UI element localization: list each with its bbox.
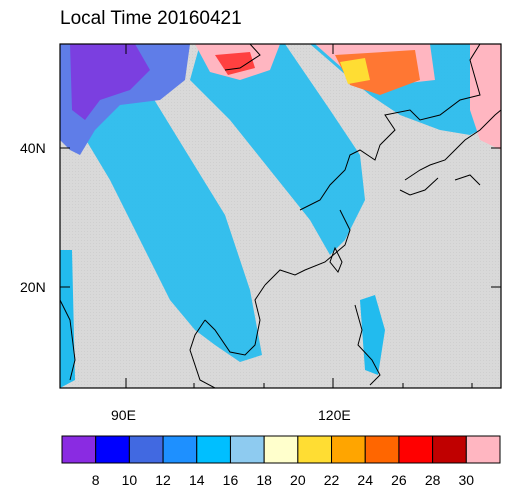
colorbar-swatch <box>331 435 366 464</box>
colorbar-swatch <box>229 435 265 464</box>
swath-5 <box>60 250 75 388</box>
colorbar <box>61 435 501 464</box>
map-frame <box>59 43 502 389</box>
tick-marks <box>59 44 501 388</box>
colorbar-swatch <box>297 435 333 464</box>
lon-label-90e: 90E <box>111 407 136 423</box>
colorbar-label: 22 <box>323 472 340 488</box>
purple-patch <box>70 44 150 120</box>
swath-2 <box>190 44 365 255</box>
colorbar-label: 28 <box>424 472 441 488</box>
swath-3-yellow <box>340 58 370 84</box>
swath-4 <box>360 295 385 375</box>
swath-2-hot <box>215 52 255 75</box>
colorbar-label: 12 <box>155 472 171 488</box>
lat-label-20n: 20N <box>20 279 46 295</box>
colorbar-swatch <box>95 435 130 464</box>
colorbar-label: 18 <box>256 472 272 488</box>
colorbar-swatch <box>465 435 501 464</box>
colorbar-label: 24 <box>357 472 373 488</box>
map-title: Local Time 20160421 <box>60 8 242 29</box>
colorbar-swatch <box>432 435 467 464</box>
colorbar-label: 26 <box>391 472 407 488</box>
colorbar-label: 30 <box>458 472 475 488</box>
swath-1 <box>60 44 262 362</box>
colorbar-swatch <box>263 435 299 464</box>
pink-east <box>470 44 501 150</box>
colorbar-swatch <box>128 435 164 464</box>
colorbar-swatch <box>398 435 434 464</box>
colorbar-label: 8 <box>91 472 100 488</box>
coastlines <box>60 44 501 388</box>
colorbar-label: 10 <box>121 472 138 488</box>
colorbar-swatch <box>61 435 97 464</box>
colorbar-swatch <box>364 435 400 464</box>
lon-label-120e: 120E <box>318 407 351 423</box>
colorbar-label: 14 <box>188 472 205 488</box>
lat-label-40n: 40N <box>20 140 46 156</box>
colorbar-swatch <box>196 435 231 464</box>
colorbar-swatch <box>162 435 198 464</box>
colorbar-label: 16 <box>222 472 239 488</box>
colorbar-label: 20 <box>290 472 306 488</box>
